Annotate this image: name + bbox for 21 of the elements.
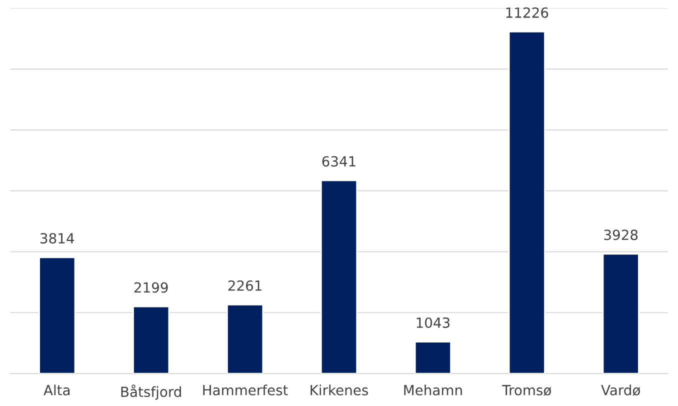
bar: [320, 180, 358, 374]
data-label: 11226: [506, 7, 548, 18]
data-label: 3928: [604, 230, 638, 240]
data-label: 6341: [322, 156, 356, 167]
bar: [414, 341, 452, 374]
bar: [226, 304, 264, 374]
x-tick-label: Hammerfest: [203, 384, 288, 396]
data-label: 1043: [416, 317, 450, 328]
x-tick-label: Båtsfjord: [121, 384, 181, 400]
data-label: 2199: [134, 282, 168, 293]
data-label: 2261: [228, 280, 262, 291]
x-tick-label: Kirkenes: [310, 384, 368, 396]
data-label: 3814: [40, 233, 74, 244]
x-tick-label: Mehamn: [404, 384, 462, 396]
bar: [602, 253, 640, 374]
x-tick-label: Alta: [44, 384, 70, 396]
x-tick-label: Tromsø: [502, 385, 552, 396]
bar: [38, 256, 76, 374]
bar: [132, 306, 170, 374]
bar: [508, 30, 546, 374]
x-tick-label: Vardø: [601, 384, 640, 396]
